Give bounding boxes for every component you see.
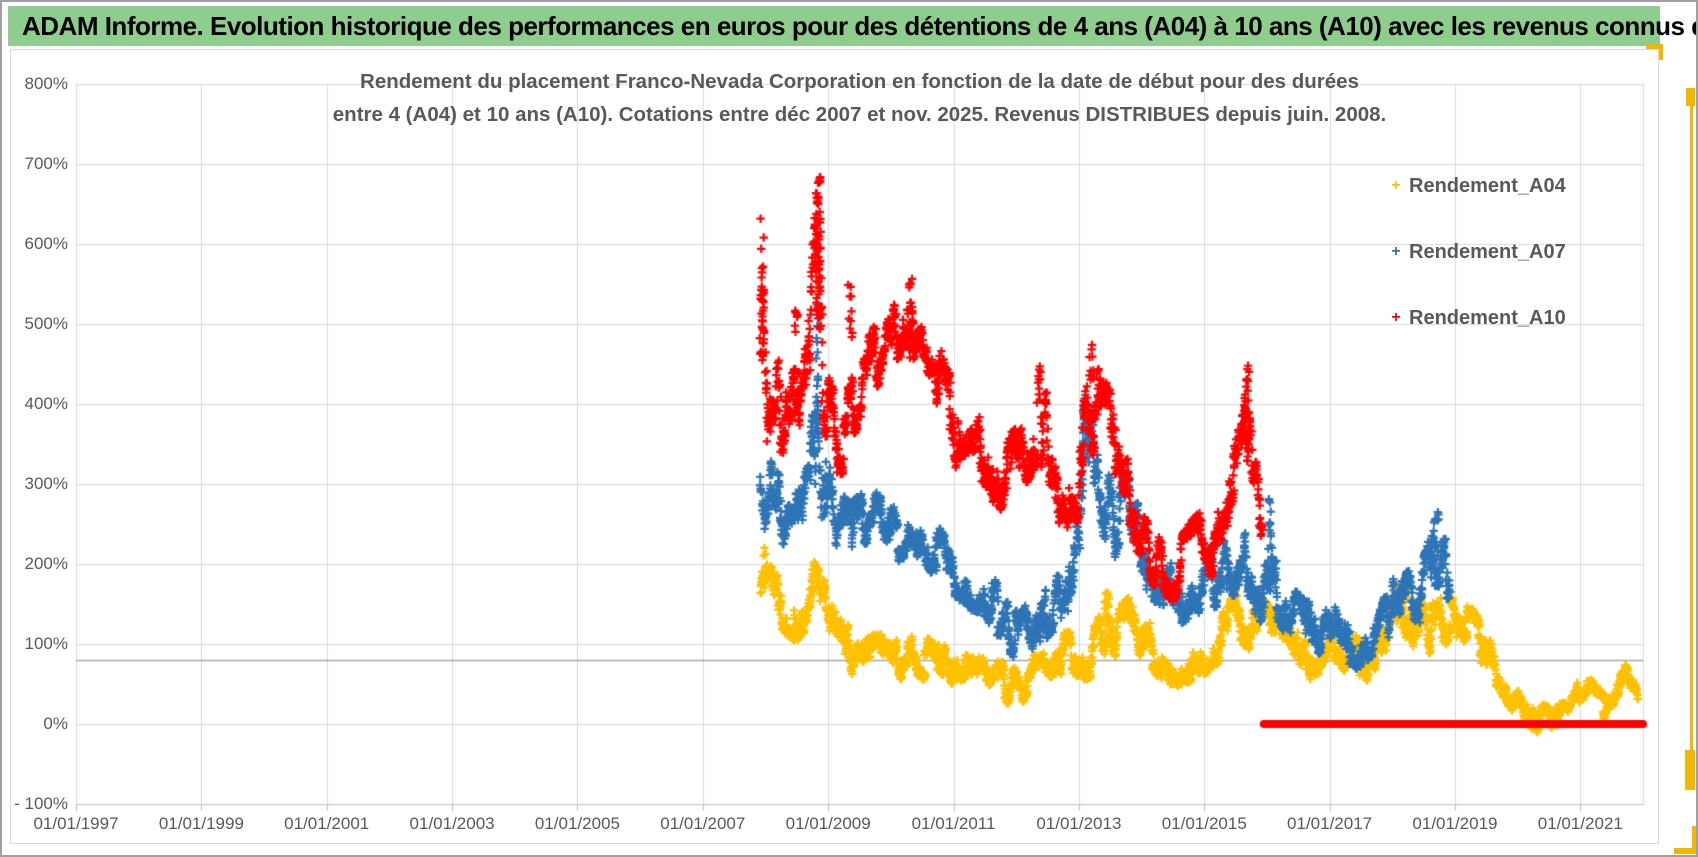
plus-marker-icon: +: [1391, 309, 1401, 326]
gold-right-border-line: [1690, 94, 1693, 784]
plus-marker-icon: +: [1391, 177, 1401, 194]
legend-label-a10: Rendement_A10: [1409, 306, 1566, 329]
legend-label-a04: Rendement_A04: [1409, 174, 1566, 197]
legend-item-rendement-a07[interactable]: + Rendement_A07: [1387, 237, 1566, 267]
legend-item-rendement-a10[interactable]: + Rendement_A10: [1387, 303, 1566, 333]
gold-corner-bracket-bottom-v: [1692, 826, 1696, 854]
legend-label-a07: Rendement_A07: [1409, 240, 1566, 263]
gold-corner-bracket-bottom-h: [1674, 848, 1696, 854]
gold-right-border-top-cap: [1686, 88, 1695, 106]
plus-marker-icon: +: [1391, 243, 1401, 260]
gold-right-border-bottom-cap: [1685, 750, 1695, 790]
legend-item-rendement-a04[interactable]: + Rendement_A04: [1387, 171, 1566, 201]
